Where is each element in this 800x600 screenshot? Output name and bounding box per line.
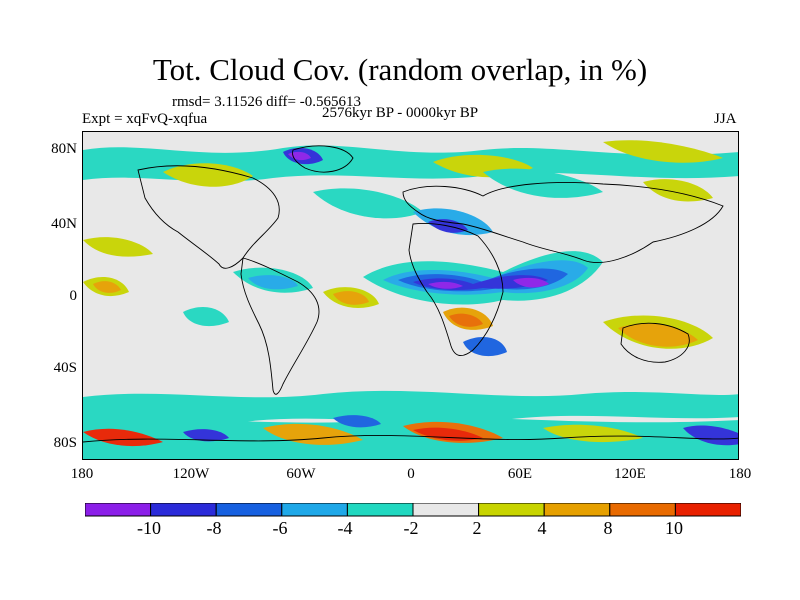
colorbar-box-0 [85,503,152,517]
y-tick-80S: 80S [53,435,77,451]
colorbar-box-5 [412,503,480,517]
colorbar-box-7 [543,503,611,517]
x-tick-60W: 60W [286,466,316,482]
colorbar-box-6 [478,503,545,517]
y-tick-40N: 40N [51,216,77,232]
colorbar-box-4 [346,503,414,517]
experiment-label: Expt = xqFvQ-xqfua [82,111,208,127]
x-tick-180-right: 180 [728,466,752,482]
colorbar-label-0: -10 [137,518,161,538]
colorbar-box-9 [674,503,741,517]
x-tick-120E: 120E [614,466,646,482]
y-tick-40S: 40S [53,360,77,376]
x-tick-0: 0 [407,466,415,482]
colorbar-box-3 [281,503,348,517]
x-tick-180-left: 180 [70,466,94,482]
colorbar-box-2 [215,503,283,517]
period-label: 2576kyr BP - 0000kyr BP [322,105,479,121]
cloud-cover-map [82,131,739,460]
colorbar-label-4: -2 [403,518,419,538]
anomaly-patches [83,140,738,459]
y-tick-80N: 80N [51,141,77,157]
plot-title: Tot. Cloud Cov. (random overlap, in %) [152,52,648,87]
x-tick-60E: 60E [507,466,533,482]
colorbar-label-5: 2 [472,518,482,538]
y-tick-0: 0 [69,288,78,304]
map-canvas [83,140,738,459]
colorbar-label-1: -8 [206,518,222,538]
colorbar-label-2: -6 [272,518,288,538]
colorbar-label-7: 8 [603,518,613,538]
colorbar-label-8: 10 [665,518,683,538]
coastlines [83,145,738,443]
colorbar-label-3: -4 [337,518,353,538]
colorbar [85,503,741,517]
x-tick-120W: 120W [172,466,210,482]
colorbar-box-1 [150,503,217,517]
season-label: JJA [714,111,737,127]
colorbar-box-8 [609,503,676,517]
colorbar-label-6: 4 [537,518,547,538]
rmsd-diff-stats: rmsd= 3.11526 diff= -0.565613 [172,94,361,110]
